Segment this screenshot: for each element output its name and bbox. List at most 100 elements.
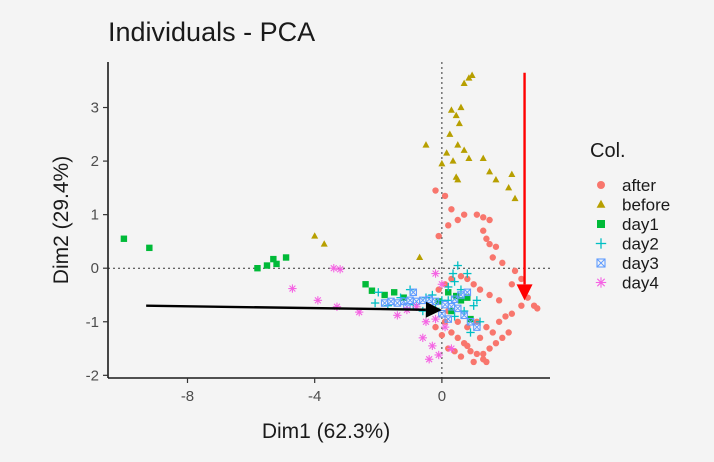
legend-key-day1 [597,220,605,228]
y-tick-label: -2 [86,367,99,384]
point-day4 [329,264,338,273]
point-day3 [450,295,459,304]
point-day2 [448,269,458,278]
series-before [311,71,519,261]
point-day3 [406,296,414,305]
point-day3 [454,304,462,313]
legend-key-day4 [595,277,607,288]
series-day3 [380,288,481,331]
point-day1 [390,289,398,296]
point-before [486,167,494,175]
point-after [473,211,481,218]
point-day4 [288,284,297,293]
point-day1 [445,289,452,296]
point-day2 [466,328,475,337]
point-day4 [418,333,427,342]
point-day1 [457,297,465,304]
point-after [495,318,503,325]
point-after [483,235,490,242]
point-day2 [450,277,459,286]
point-day1 [254,265,261,272]
point-day1 [362,281,369,288]
point-after [470,281,477,288]
point-after [460,211,468,218]
point-before [479,154,487,161]
point-after [445,222,452,229]
point-day3 [460,311,468,320]
point-day3 [419,296,427,305]
data-points [120,71,541,366]
point-day2 [472,296,482,305]
point-day3 [473,323,481,331]
legend-label-day3: day3 [622,254,659,273]
y-tick-label: 3 [91,100,99,117]
point-after [454,318,461,325]
point-before [449,157,457,164]
point-day3 [409,288,418,297]
point-day2 [418,306,427,316]
legend-label-day4: day4 [622,274,659,293]
point-before [416,253,424,261]
x-tick-label: 0 [438,388,446,405]
point-after [495,297,503,304]
legend-label-day2: day2 [622,235,659,254]
point-after [464,275,471,283]
legend-label-after: after [622,176,656,195]
point-after [438,331,446,339]
point-after [505,329,512,336]
point-after [492,339,500,347]
point-day1 [273,260,280,268]
point-day2 [444,282,453,292]
point-after [467,348,474,355]
point-after [486,240,493,248]
point-day4 [428,341,437,351]
legend-key-after [597,181,605,189]
point-day4 [431,269,440,278]
point-after [457,273,465,280]
legend-item-before: before [596,196,670,215]
legend-key-day3 [596,258,606,268]
legend-key-day2 [595,238,607,249]
point-after [511,267,519,275]
point-after [518,275,525,283]
point-before [465,154,473,161]
point-after [476,286,484,293]
point-after [448,206,455,213]
point-after [470,358,477,366]
point-before [460,79,468,86]
point-day3 [463,288,472,297]
point-before [468,71,476,78]
point-day4 [313,296,323,305]
point-before [443,149,451,156]
point-before [460,146,468,153]
point-before [508,170,516,178]
point-day1 [381,291,388,299]
point-after [499,259,506,267]
y-axis-label: Dim2 (29.4%) [50,156,73,284]
x-tick-label: -8 [181,388,194,405]
point-day3 [466,318,475,326]
point-after [473,350,481,358]
point-after [464,342,471,350]
point-after [508,281,516,288]
point-after [448,329,455,336]
point-day1 [270,255,277,263]
point-day4 [431,314,440,324]
point-day3 [441,300,449,309]
point-after [486,345,493,352]
point-before [452,111,460,119]
legend-label-day1: day1 [622,215,659,234]
point-day2 [374,288,383,297]
legend-title: Col. [590,140,626,162]
point-after [480,356,487,363]
point-before [455,119,463,127]
point-day3 [438,309,446,318]
point-day4 [421,317,431,326]
point-after [502,313,509,320]
legend-item-after: after [597,176,656,195]
point-day2 [463,269,472,278]
legend-item-day4: day4 [595,274,659,293]
point-after [489,254,496,261]
